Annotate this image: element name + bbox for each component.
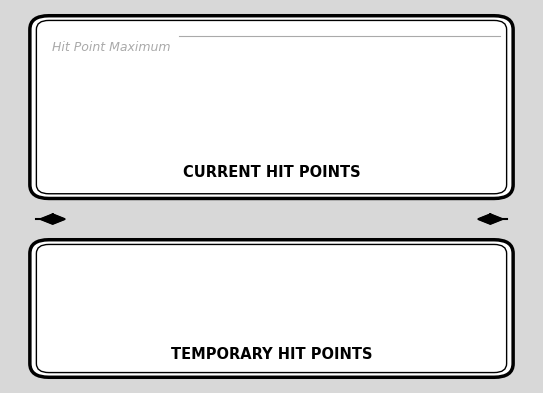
FancyBboxPatch shape — [30, 16, 513, 198]
Text: Hit Point Maximum: Hit Point Maximum — [52, 41, 170, 54]
Polygon shape — [478, 214, 502, 224]
Text: TEMPORARY HIT POINTS: TEMPORARY HIT POINTS — [171, 347, 372, 362]
FancyBboxPatch shape — [30, 240, 513, 377]
Text: CURRENT HIT POINTS: CURRENT HIT POINTS — [182, 165, 361, 180]
Polygon shape — [41, 214, 65, 224]
